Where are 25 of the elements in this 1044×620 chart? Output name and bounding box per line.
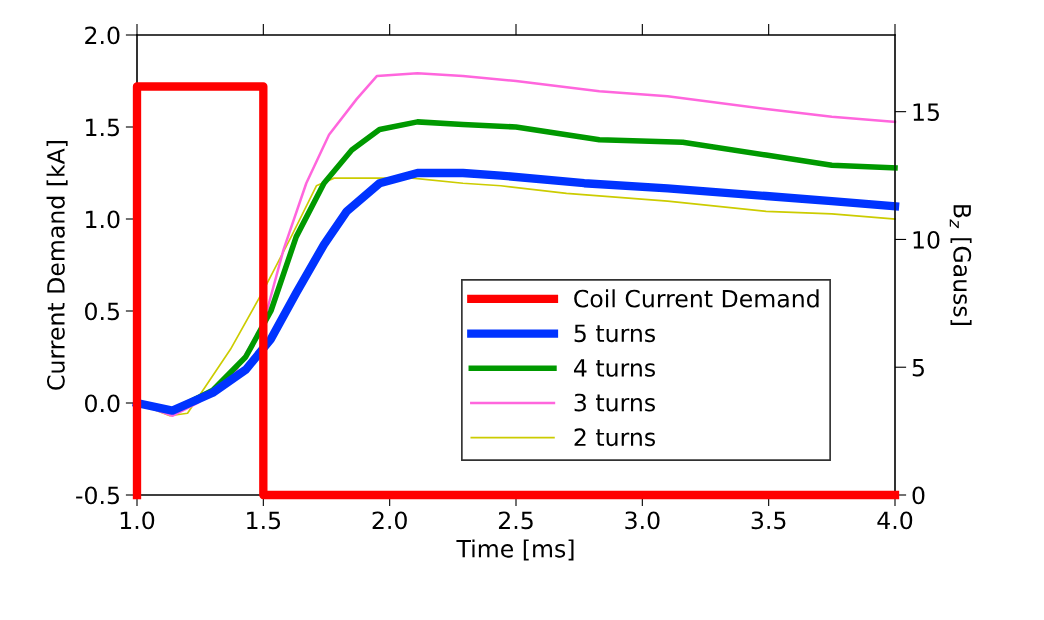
y-tick-label: -0.5 <box>76 486 119 505</box>
x-tick-label: 1.0 <box>120 511 155 530</box>
legend-label: 3 turns <box>574 393 655 412</box>
y-tick-label: 1.0 <box>86 210 120 229</box>
x-axis-title: Time [ms] <box>456 539 574 561</box>
y2-axis-title: B$_{z}$ [Gauss] <box>949 205 972 325</box>
x-tick-label: 2.0 <box>372 511 407 530</box>
x-tick-label: 2.5 <box>498 511 533 530</box>
x-tick-label: 3.0 <box>625 511 660 530</box>
y-tick-label: 2.0 <box>85 26 120 45</box>
y-tick-label: 0.0 <box>85 394 120 413</box>
y2-tick-label: 10 <box>913 230 940 249</box>
x-tick-label: 3.5 <box>751 511 786 530</box>
x-tick-label: 4.0 <box>877 511 913 530</box>
y2-tick-label: 5 <box>912 358 924 377</box>
y-tick-label: 1.5 <box>86 118 119 137</box>
y2-tick-label: 0 <box>912 486 925 505</box>
legend-label: 5 turns <box>574 324 655 343</box>
y-tick-label: 0.5 <box>85 302 119 321</box>
legend-label: Coil Current Demand <box>574 289 819 308</box>
legend-label: 4 turns <box>573 359 655 377</box>
y-axis-title: Current Demand [kA] <box>46 141 68 390</box>
y2-tick-label: 15 <box>913 103 939 121</box>
x-tick-label: 1.5 <box>247 511 281 530</box>
legend-label: 2 turns <box>574 428 655 447</box>
